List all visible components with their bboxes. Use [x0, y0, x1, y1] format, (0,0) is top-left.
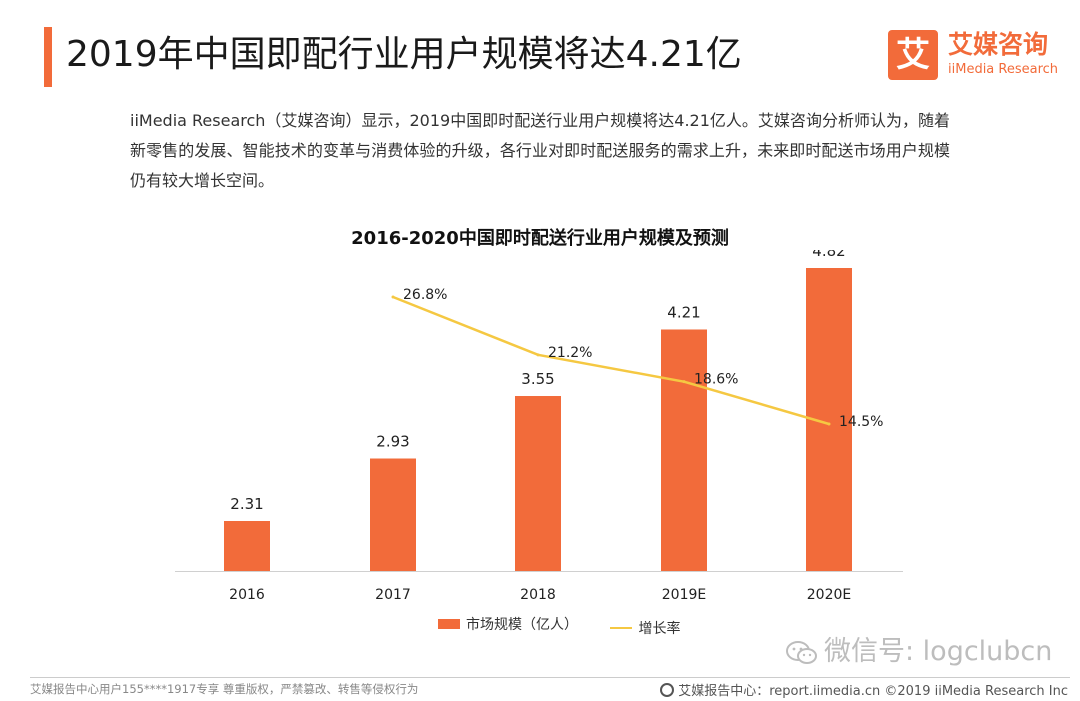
footer-copyright-notice: 艾媒报告中心用户155****1917专享 尊重版权，严禁篡改、转售等侵权行为: [30, 681, 418, 697]
bar-value-label-2016: 2.31: [230, 495, 263, 513]
brand-logo: 艾 艾媒咨询 iiMedia Research: [888, 30, 1068, 82]
footer-divider: [30, 677, 1070, 678]
legend-label-bar: 市场规模（亿人）: [466, 614, 578, 634]
bar-2019E: [661, 329, 707, 571]
footer-source: 艾媒报告中心：report.iimedia.cn ©2019 iiMedia R…: [660, 680, 1068, 699]
logo-text-cn: 艾媒咨询: [948, 30, 1048, 60]
x-tick-label-2017: 2017: [375, 587, 411, 603]
growth-label-2018: 21.2%: [548, 345, 592, 361]
chart-title: 2016-2020中国即时配送行业用户规模及预测: [0, 224, 1080, 250]
growth-label-2020E: 14.5%: [839, 414, 883, 430]
title-accent-bar: [44, 27, 52, 87]
page-title: 2019年中国即配行业用户规模将达4.21亿: [66, 30, 742, 80]
growth-rate-line: [393, 297, 829, 424]
combo-chart: 2.31 2016 2.93 2017 3.55 2018 4.21 2019E 4.82 202…: [0, 250, 1080, 610]
x-tick-label-2020E: 2020E: [807, 587, 851, 603]
footer-source-text: 艾媒报告中心：report.iimedia.cn ©2019 iiMedia R…: [678, 684, 1068, 699]
growth-label-2019E: 18.6%: [694, 372, 738, 388]
x-tick-label-2018: 2018: [520, 587, 556, 603]
bar-value-label-2018: 3.55: [521, 370, 554, 388]
bar-2017: [370, 459, 416, 571]
wechat-watermark: 微信号: logclubcn: [786, 632, 1052, 672]
logo-mark: 艾: [888, 30, 938, 80]
bar-value-label-2017: 2.93: [376, 433, 409, 451]
chart-legend: 市场规模（亿人） 增长率: [438, 614, 708, 638]
legend-label-line: 增长率: [638, 618, 680, 638]
bar-value-label-2019E: 4.21: [667, 303, 700, 321]
wechat-icon: [786, 640, 818, 666]
legend-swatch-line: [610, 627, 632, 629]
growth-label-2017: 26.8%: [403, 287, 447, 303]
bar-value-label-2020E: 4.82: [812, 250, 845, 260]
legend-swatch-bar: [438, 619, 460, 629]
growth-point-2020E: [828, 423, 831, 426]
growth-point-2017: [392, 296, 395, 299]
bar-2018: [515, 396, 561, 571]
legend-item-line: 增长率: [610, 618, 680, 638]
globe-icon: [660, 683, 674, 697]
logo-text-en: iiMedia Research: [948, 61, 1058, 79]
growth-point-2018: [537, 353, 540, 356]
watermark-text: 微信号: logclubcn: [824, 636, 1052, 667]
bar-2016: [224, 521, 270, 571]
intro-paragraph: iiMedia Research（艾媒咨询）显示，2019中国即时配送行业用户规…: [130, 106, 950, 196]
x-tick-label-2016: 2016: [229, 587, 265, 603]
x-tick-label-2019E: 2019E: [662, 587, 706, 603]
growth-point-2019E: [683, 380, 686, 383]
legend-item-bar: 市场规模（亿人）: [438, 614, 578, 634]
